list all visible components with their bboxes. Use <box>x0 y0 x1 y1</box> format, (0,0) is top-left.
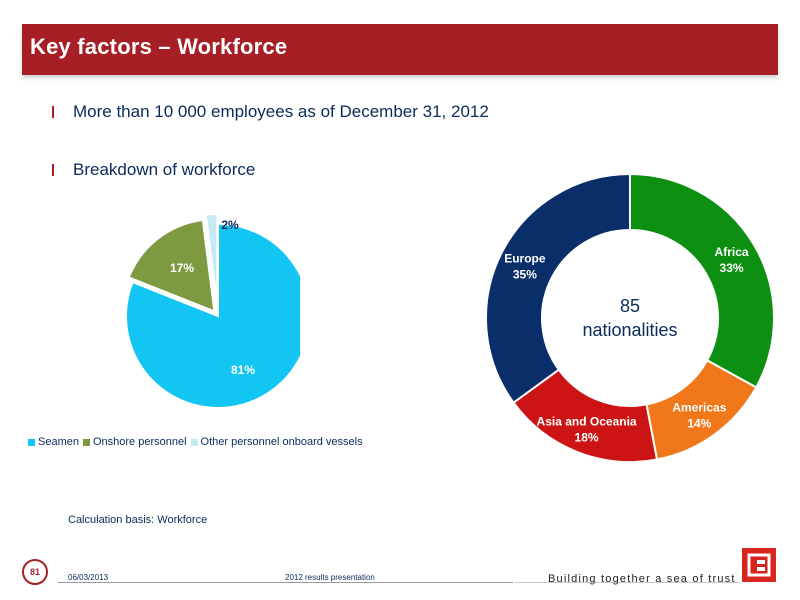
donut-label-europe: Europe <box>504 251 546 265</box>
pie-label-onshore-personnel: 17% <box>170 261 194 275</box>
pie-slice-seamen <box>125 222 300 409</box>
pie-slice-other-personnel-onboard-vessels <box>204 213 219 307</box>
donut-value-europe: 35% <box>513 267 537 281</box>
calculation-basis-note: Calculation basis: Workforce <box>68 514 208 526</box>
legend-swatch <box>190 438 198 446</box>
legend-item-onshore-personnel: Onshore personnel <box>82 436 187 448</box>
footer-date: 06/03/2013 <box>68 573 109 582</box>
bullet-employees-text: More than 10 000 employees as of Decembe… <box>73 102 489 121</box>
bullet-breakdown: Breakdown of workforce <box>52 160 255 180</box>
donut-value-americas: 14% <box>687 416 711 430</box>
donut-slice-europe <box>485 172 631 405</box>
company-logo-mark <box>747 553 771 577</box>
pie-legend: Seamen Onshore personnel Other personnel o… <box>28 436 367 448</box>
donut-label-americas: Americas <box>672 400 726 414</box>
legend-swatch <box>82 438 90 446</box>
footer-divider <box>58 582 513 583</box>
page-number-badge: 81 <box>22 559 48 585</box>
donut-center-text: nationalities <box>582 320 677 340</box>
legend-swatch <box>28 438 35 446</box>
donut-value-africa: 33% <box>720 261 744 275</box>
slide-title: Key factors – Workforce <box>30 34 288 59</box>
donut-slice-africa <box>629 172 775 389</box>
legend-item-other-personnel-onboard-vessels: Other personnel onboard vessels <box>190 436 363 448</box>
footer-presentation-name: 2012 results presentation <box>285 573 375 582</box>
legend-label: Onshore personnel <box>92 436 187 448</box>
nationality-donut-chart: Africa 33% Americas 14% Asia and Oceania 18% E… <box>485 172 775 463</box>
donut-label-asia-and-oceania: Asia and Oceania <box>537 415 637 429</box>
bullet-breakdown-text: Breakdown of workforce <box>73 160 256 179</box>
pie-label-other-personnel-onboard-vessels: 2% <box>221 218 239 232</box>
footer-divider-right <box>515 582 740 583</box>
bullet-marker <box>52 164 54 176</box>
legend-label: Seamen <box>38 436 79 448</box>
legend-label: Other personnel onboard vessels <box>200 436 363 448</box>
legend-item-seamen: Seamen <box>28 436 79 448</box>
donut-value-asia-and-oceania: 18% <box>575 431 599 445</box>
donut-label-africa: Africa <box>715 245 749 259</box>
pie-label-seamen: 81% <box>231 363 255 377</box>
pie-slice-onshore-personnel <box>127 218 216 313</box>
donut-center-text: 85 <box>620 296 640 316</box>
workforce-pie-chart: 81% 17% 2% <box>125 213 300 409</box>
title-bar <box>22 24 778 75</box>
bullet-employees: More than 10 000 employees as of Decembe… <box>52 102 489 122</box>
bullet-marker <box>52 106 54 118</box>
company-logo <box>742 548 776 582</box>
footer-slogan: Building together a sea of trust <box>548 573 736 585</box>
